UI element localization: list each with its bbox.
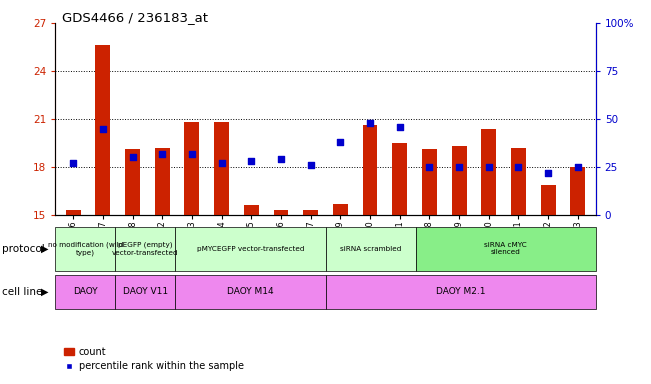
Bar bbox=[55, 275, 115, 309]
Point bbox=[157, 151, 167, 157]
Text: pMYCEGFP vector-transfected: pMYCEGFP vector-transfected bbox=[197, 246, 304, 252]
Bar bbox=[214, 122, 229, 215]
Bar bbox=[393, 143, 407, 215]
Bar bbox=[175, 275, 326, 309]
Bar bbox=[273, 210, 288, 215]
Bar bbox=[511, 148, 526, 215]
Text: siRNA scrambled: siRNA scrambled bbox=[340, 246, 401, 252]
Bar bbox=[175, 227, 326, 271]
Text: DAOY V11: DAOY V11 bbox=[123, 287, 168, 296]
Text: DAOY M14: DAOY M14 bbox=[227, 287, 274, 296]
Bar bbox=[96, 45, 110, 215]
Bar bbox=[244, 205, 258, 215]
Text: no modification (wild
type): no modification (wild type) bbox=[48, 242, 123, 256]
Point bbox=[335, 139, 346, 145]
Point bbox=[513, 164, 523, 170]
Point bbox=[128, 154, 138, 161]
Bar bbox=[333, 204, 348, 215]
Point bbox=[98, 126, 108, 132]
Point bbox=[454, 164, 464, 170]
Bar bbox=[541, 185, 555, 215]
Bar bbox=[570, 167, 585, 215]
Bar bbox=[125, 149, 140, 215]
Bar bbox=[66, 210, 81, 215]
Text: DAOY M2.1: DAOY M2.1 bbox=[436, 287, 486, 296]
Text: DAOY: DAOY bbox=[73, 287, 98, 296]
Bar bbox=[415, 227, 596, 271]
Point bbox=[543, 170, 553, 176]
Point bbox=[187, 151, 197, 157]
Legend: count, percentile rank within the sample: count, percentile rank within the sample bbox=[60, 343, 247, 375]
Bar bbox=[155, 148, 170, 215]
Text: cell line: cell line bbox=[2, 287, 42, 297]
Text: ▶: ▶ bbox=[41, 243, 49, 254]
Point bbox=[484, 164, 494, 170]
Point bbox=[365, 120, 375, 126]
Bar bbox=[55, 227, 115, 271]
Bar bbox=[115, 227, 175, 271]
Point bbox=[68, 160, 78, 166]
Text: ▶: ▶ bbox=[41, 287, 49, 297]
Bar bbox=[422, 149, 437, 215]
Bar bbox=[303, 210, 318, 215]
Point bbox=[216, 160, 227, 166]
Bar bbox=[184, 122, 199, 215]
Text: pEGFP (empty)
vector-transfected: pEGFP (empty) vector-transfected bbox=[112, 242, 179, 256]
Point bbox=[246, 158, 256, 164]
Point bbox=[305, 162, 316, 168]
Bar bbox=[115, 275, 175, 309]
Point bbox=[573, 164, 583, 170]
Point bbox=[395, 124, 405, 130]
Bar bbox=[326, 275, 596, 309]
Bar bbox=[481, 129, 496, 215]
Text: siRNA cMYC
silenced: siRNA cMYC silenced bbox=[484, 242, 527, 255]
Text: protocol: protocol bbox=[2, 243, 45, 254]
Point bbox=[276, 156, 286, 162]
Text: GDS4466 / 236183_at: GDS4466 / 236183_at bbox=[62, 12, 208, 25]
Bar bbox=[363, 126, 378, 215]
Point bbox=[424, 164, 435, 170]
Bar bbox=[326, 227, 415, 271]
Bar bbox=[452, 146, 467, 215]
